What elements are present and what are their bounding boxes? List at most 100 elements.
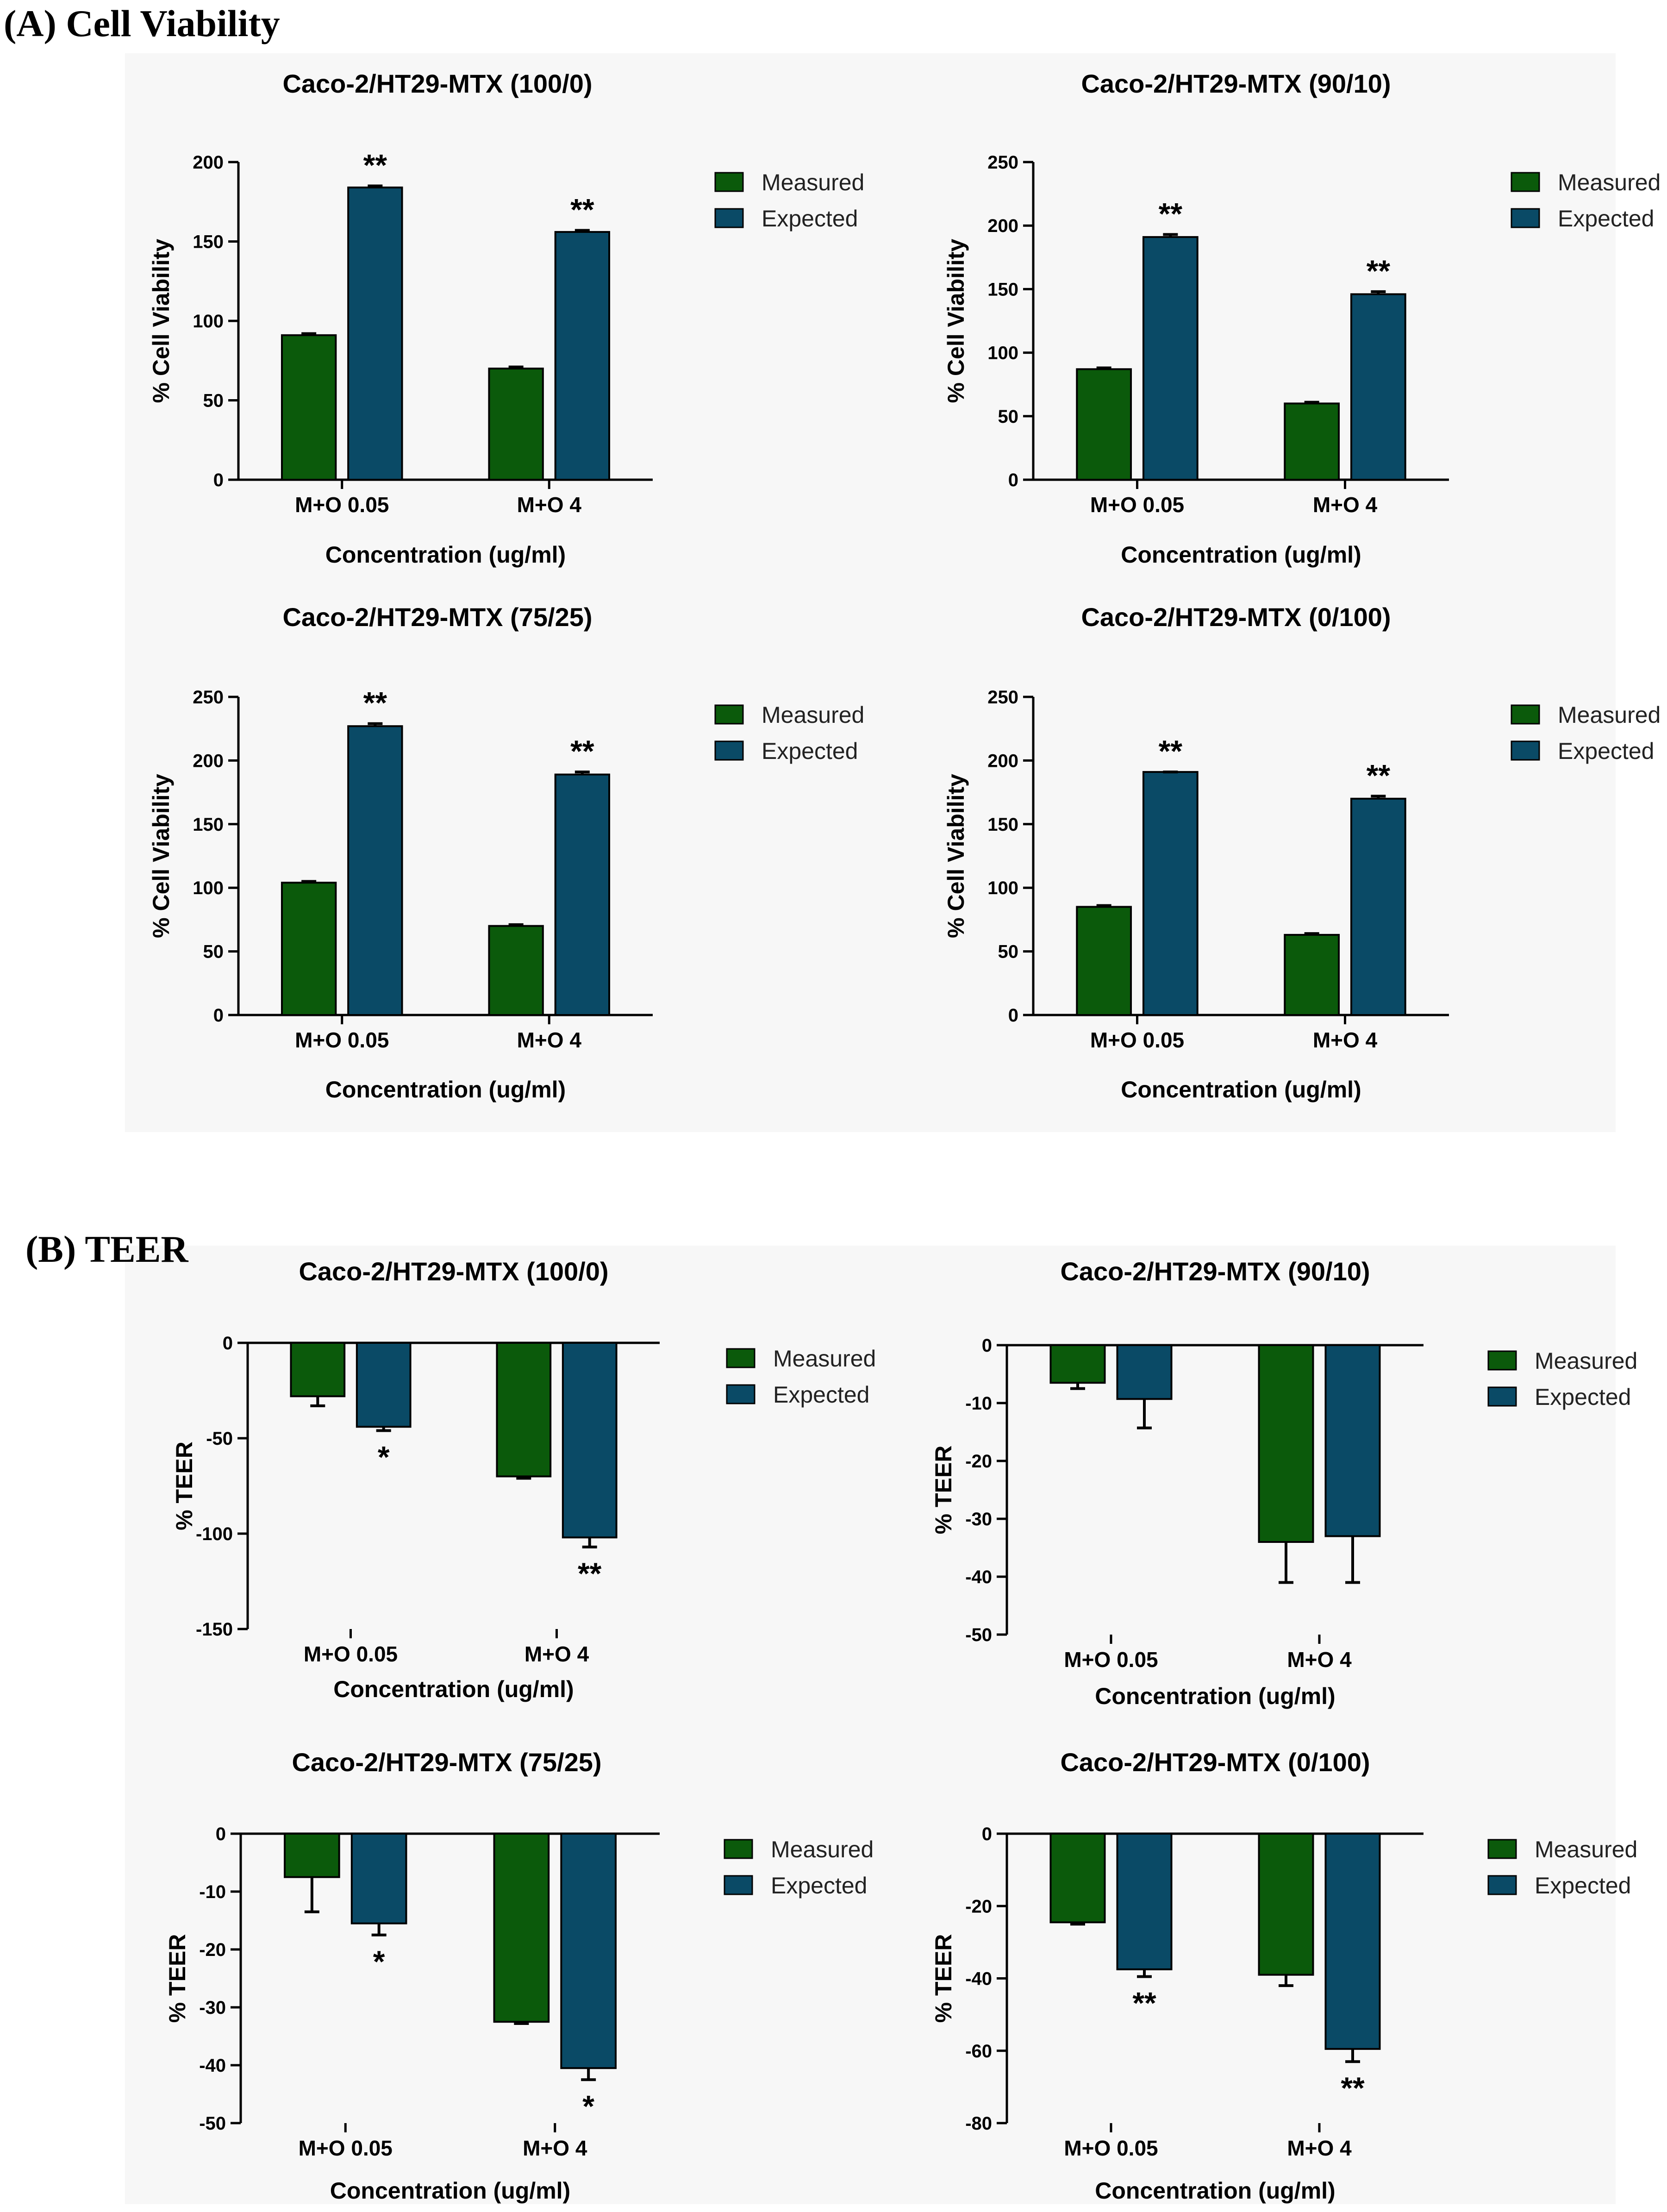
y-tick-label: -40	[965, 1567, 992, 1587]
bar-expected	[554, 231, 611, 481]
x-axis-title: Concentration (ug/ml)	[325, 542, 566, 568]
y-tick-label: 50	[203, 391, 224, 411]
section-b-background	[125, 1246, 1616, 2204]
bar-expected	[1116, 1833, 1173, 1970]
y-tick-label: 0	[216, 1824, 226, 1844]
x-tick-label: M+O 0.05	[1090, 1028, 1184, 1052]
legend-swatch-measured	[726, 1348, 755, 1368]
chart-b-2: Caco-2/HT29-MTX (90/10) 0 -10 -20 -30 -40 -50%…	[930, 1257, 1637, 1709]
significance-marker: *	[582, 2089, 594, 2123]
legend-swatch-measured	[1511, 704, 1540, 725]
significance-marker: **	[1159, 196, 1183, 231]
y-tick-label: 250	[193, 687, 224, 708]
significance-marker: **	[1367, 254, 1391, 288]
error-bar	[1345, 1536, 1360, 1584]
bar-measured	[1049, 1344, 1106, 1384]
legend-swatch-measured	[714, 172, 744, 192]
x-axis-title: Concentration (ug/ml)	[333, 1676, 574, 1702]
significance-marker: **	[363, 686, 387, 720]
y-axis-title: % TEER	[171, 1441, 197, 1530]
legend-swatch-expected	[1487, 1386, 1517, 1407]
error-bar	[304, 1877, 319, 1913]
legend-label-measured: Measured	[771, 1836, 874, 1862]
chart-title: Caco-2/HT29-MTX (90/10)	[1081, 69, 1391, 98]
error-bar	[582, 1537, 597, 1548]
legend-label-expected: Expected	[771, 1873, 867, 1899]
bar-measured	[281, 334, 337, 481]
error-bar	[1137, 1399, 1152, 1429]
error-bar	[368, 722, 383, 727]
x-tick-label: M+O 4	[1287, 2136, 1352, 2160]
error-bar	[301, 880, 317, 883]
y-tick-label: 150	[193, 232, 224, 252]
legend-swatch-measured	[1511, 172, 1540, 192]
error-bar	[1371, 290, 1386, 295]
y-tick-label: -30	[965, 1509, 992, 1529]
x-tick-label: M+O 4	[517, 1028, 582, 1052]
bar-measured	[493, 1833, 550, 2023]
x-tick-label: M+O 4	[1313, 1028, 1378, 1052]
y-tick-label: -50	[199, 2113, 226, 2134]
bar-expected	[350, 1833, 407, 1924]
x-axis-title: Concentration (ug/ml)	[330, 2178, 570, 2204]
bar-expected	[1324, 1344, 1381, 1537]
error-bar	[1279, 1974, 1293, 1987]
y-tick-label: -20	[199, 1940, 226, 1960]
chart-title: Caco-2/HT29-MTX (75/25)	[282, 602, 592, 632]
y-tick-label: 0	[1008, 1005, 1018, 1026]
y-tick-label: 200	[987, 751, 1018, 771]
y-tick-label: -100	[196, 1524, 233, 1544]
significance-marker: **	[1159, 734, 1183, 768]
error-bar	[1304, 932, 1319, 935]
y-axis-title: % TEER	[930, 1446, 956, 1535]
x-tick-label: M+O 0.05	[1064, 2136, 1158, 2160]
y-axis-title: % Cell Viability	[148, 774, 174, 938]
chart-title: Caco-2/HT29-MTX (90/10)	[1060, 1257, 1370, 1286]
y-tick-label: -10	[965, 1393, 992, 1414]
bar-measured	[1258, 1344, 1314, 1543]
chart-a-2: Caco-2/HT29-MTX (90/10) 0 50 100 150 200 250 % …	[943, 69, 1661, 568]
x-tick-label: M+O 0.05	[1064, 1648, 1158, 1672]
section-a-title: (A) Cell Viability	[4, 2, 280, 44]
x-tick-label: M+O 0.05	[295, 1028, 389, 1052]
bar-expected	[1142, 771, 1199, 1016]
chart-a-4: Caco-2/HT29-MTX (0/100) 0 50 100 150 200 250 % …	[943, 602, 1661, 1103]
error-bar	[1096, 904, 1111, 907]
y-tick-label: -40	[199, 2055, 226, 2076]
bar-measured	[284, 1833, 340, 1878]
chart-a-1: Caco-2/HT29-MTX (100/0) 0 50 100 150 200 % Cel…	[148, 69, 864, 568]
legend-label-expected: Expected	[773, 1382, 869, 1408]
y-tick-label: 0	[213, 1005, 224, 1026]
bar-expected	[560, 1833, 617, 2069]
y-tick-label: 150	[193, 815, 224, 835]
error-bar	[1070, 1383, 1085, 1390]
bar-measured	[488, 925, 544, 1016]
legend-swatch-measured	[724, 1839, 753, 1859]
error-bar	[371, 1923, 387, 1936]
y-tick-label: 100	[193, 311, 224, 332]
legend-swatch-expected	[714, 208, 744, 228]
legend-label-expected: Expected	[1558, 206, 1654, 232]
chart-a-3: Caco-2/HT29-MTX (75/25) 0 50 100 150 200 250 % …	[148, 602, 864, 1103]
x-tick-label: M+O 0.05	[1090, 493, 1184, 517]
y-tick-label: 100	[987, 343, 1018, 363]
bar-expected	[554, 773, 611, 1016]
legend-label-measured: Measured	[762, 702, 864, 728]
bar-expected	[562, 1342, 618, 1539]
x-tick-label: M+O 4	[523, 2136, 587, 2160]
significance-marker: **	[578, 1556, 602, 1591]
significance-marker: **	[1341, 2071, 1365, 2105]
legend-swatch-expected	[1511, 208, 1540, 228]
y-tick-label: -50	[965, 1625, 992, 1645]
significance-marker: **	[570, 734, 594, 768]
y-tick-label: -50	[206, 1429, 233, 1449]
legend-label-measured: Measured	[762, 169, 864, 195]
bar-measured	[290, 1342, 346, 1397]
error-bar	[1070, 1922, 1085, 1926]
legend-swatch-measured	[1487, 1839, 1517, 1859]
y-tick-label: 100	[987, 878, 1018, 898]
y-tick-label: -20	[965, 1896, 992, 1917]
significance-marker: *	[378, 1440, 390, 1474]
bar-measured	[1076, 368, 1132, 481]
